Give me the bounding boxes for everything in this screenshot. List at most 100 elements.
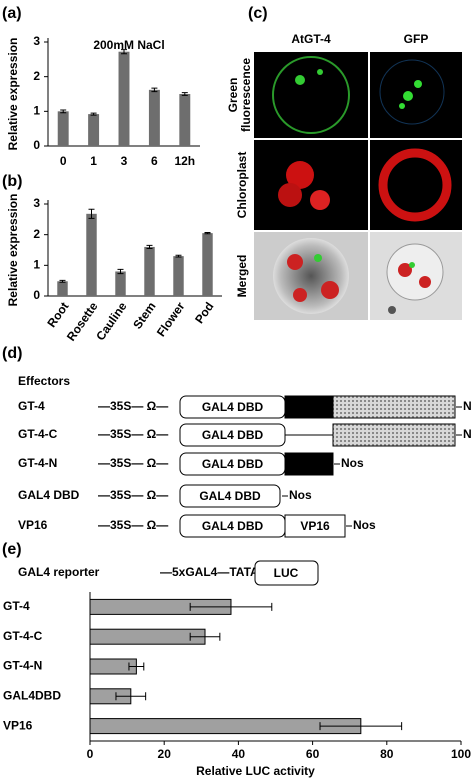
panel-label: (d) [2,345,22,362]
chloroplast [287,254,303,270]
bar [57,111,69,146]
x-tick-label: 1 [90,154,97,168]
column-label: AtGT-4 [291,32,331,46]
y-tick-label: 0 [33,288,40,302]
x-tick-label: 40 [232,747,246,761]
bar [118,51,130,146]
column-label: GFP [404,32,429,46]
terminator: Nos [463,427,472,441]
chloroplast [278,183,302,207]
spot [317,69,323,75]
cell [273,238,349,314]
x-tick-label: 20 [158,747,172,761]
debris [388,306,396,314]
construct-name: VP16 [18,518,48,532]
panel-label: (a) [2,5,22,22]
image [254,52,368,138]
reporter-name: GAL4 reporter [18,565,100,579]
bar [148,89,160,146]
microscopy: AtGT-4 GFP Green fluorescence Chloroplas… [226,32,462,320]
y-tick-label: VP16 [3,718,33,732]
x-tick-label: 6 [151,154,158,168]
construct-name: GAL4 DBD [18,488,80,502]
x-axis-label: Relative LUC activity [196,764,315,778]
row-label: Merged [235,255,249,298]
cell [386,243,444,301]
image [370,52,462,138]
x-tick-label: Root [44,300,71,330]
error-bar [181,92,188,96]
box-label: GAL4 DBD [202,519,264,533]
x-tick-label: 0 [87,747,94,761]
x-tick-label: 0 [60,154,67,168]
error-bar [204,232,211,235]
x-tick-label: Stem [130,300,158,332]
terminator: Nos [341,456,364,470]
error-bar [121,49,127,55]
x-tick-label: 60 [306,747,320,761]
chloroplast [310,190,330,210]
spot [399,103,405,109]
image [254,140,368,230]
panel-label: (c) [248,5,268,22]
chloroplast [286,161,314,189]
bar [88,114,100,146]
error-bar [59,279,66,283]
terminator: Nos [353,518,376,532]
effectors-title: Effectors [18,374,70,388]
chloroplast [321,281,339,299]
y-tick-label: 1 [33,258,40,272]
error-bar [115,692,147,701]
y-tick-label: GAL4DBD [3,688,61,702]
box-label: GAL4 DBD [202,428,264,442]
hatched-box [332,395,456,419]
error-bar [175,254,182,258]
x-tick-label: 80 [380,747,394,761]
luc-box [254,560,319,586]
chart-title: 200mM NaCl [93,38,164,52]
domain-box [284,395,334,419]
x-tick-label: Cauline [93,299,130,343]
error-bar [319,722,403,731]
spot [314,254,322,262]
y-tick-label: GT-4 [3,599,30,613]
bar [86,213,97,296]
spot [403,91,413,101]
cell-outline [379,59,445,125]
y-tick-label: 2 [33,227,40,241]
promoter: —35S— Ω— [98,488,168,502]
y-tick-label: 1 [33,104,40,118]
bar [179,94,191,146]
spot [409,262,415,268]
construct-name: GT-4-C [18,427,58,441]
error-bar [60,109,67,114]
error-bar [117,268,124,275]
row-label: Green [226,78,240,113]
spot [295,75,305,85]
y-tick-label: 2 [33,69,40,83]
box-label: GAL4 DBD [199,489,261,503]
error-bar [189,632,221,641]
y-tick-label: 3 [33,34,40,48]
x-tick-label: 12h [174,154,195,168]
luc-label: LUC [274,566,299,580]
bar [144,246,155,296]
error-bar [151,87,158,93]
y-tick-label: 0 [33,138,40,152]
bar [202,233,213,296]
y-tick-label: GT-4-N [3,659,42,673]
hatched-box [332,423,456,447]
cell-outline [272,56,350,134]
domain-box [284,452,334,476]
terminator: Nos [289,488,312,502]
terminator: Nos [463,399,472,413]
construct-name: GT-4 [18,399,45,413]
error-bar [88,208,95,219]
error-bar [90,112,97,116]
y-tick-label: GT-4-C [3,629,43,643]
box-label: GAL4 DBD [202,457,264,471]
spot [414,80,422,88]
row-label: fluorescence [239,58,253,132]
promoter: —35S— Ω— [98,456,168,470]
error-bar [189,602,273,611]
